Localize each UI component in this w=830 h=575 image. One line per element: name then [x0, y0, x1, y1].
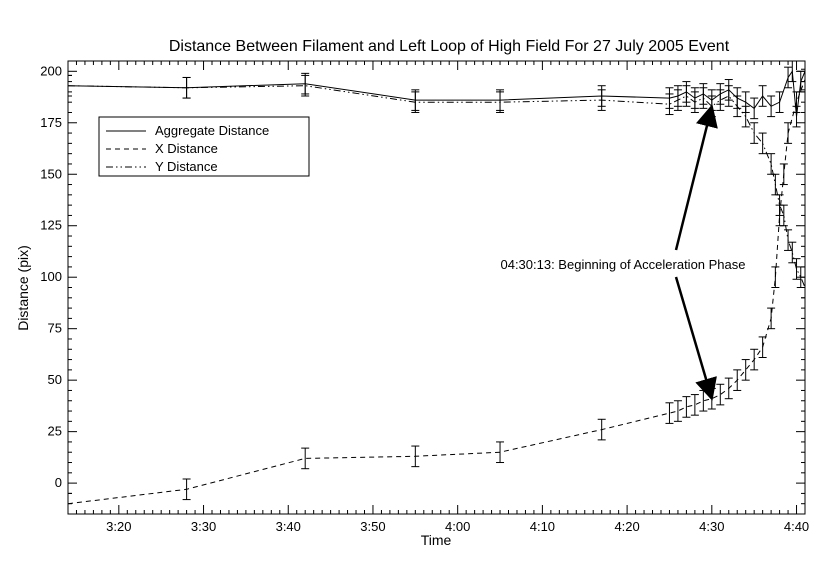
y-tick-label: 150: [40, 166, 62, 181]
y-tick-label: 175: [40, 115, 62, 130]
x-tick-label: 3:40: [276, 519, 301, 534]
x-axis-label: Time: [421, 532, 452, 548]
data-point: [597, 89, 606, 111]
data-point: [758, 132, 767, 155]
x-tick-label: 4:40: [784, 519, 809, 534]
data-point: [771, 173, 780, 196]
annotation-arrow: [674, 276, 717, 401]
data-point: [665, 93, 674, 116]
data-point: [788, 60, 797, 83]
data-point: [182, 478, 191, 501]
legend-label: X Distance: [155, 141, 218, 156]
x-tick-label: 3:50: [360, 519, 385, 534]
series-3: [67, 74, 806, 299]
data-point: [673, 89, 682, 111]
data-point: [767, 307, 776, 330]
legend-label: Aggregate Distance: [155, 123, 269, 138]
x-tick-label: 4:20: [614, 519, 639, 534]
data-point: [741, 359, 750, 381]
data-point: [682, 396, 691, 418]
x-tick-label: 4:10: [530, 519, 555, 534]
data-point: [784, 229, 793, 251]
data-point: [775, 194, 784, 216]
data-point: [779, 204, 788, 227]
data-point: [750, 348, 759, 371]
data-point: [690, 394, 699, 416]
data-point: [775, 91, 784, 113]
data-point: [801, 68, 806, 91]
data-point: [496, 91, 505, 113]
chart-title: Distance Between Filament and Left Loop …: [169, 38, 730, 55]
data-point: [301, 447, 310, 470]
data-point: [67, 492, 72, 515]
annotation: 04:30:13: Beginning of Acceleration Phas…: [500, 104, 746, 401]
data-point: [699, 389, 708, 412]
y-tick-label: 25: [48, 424, 62, 439]
data-point: [750, 122, 759, 144]
data-point: [758, 336, 767, 359]
data-point: [784, 66, 793, 89]
legend-label: Y Distance: [155, 159, 218, 174]
data-point: [690, 91, 699, 113]
legend: Aggregate Distance X Distance Y Distance: [98, 116, 310, 177]
data-point: [597, 418, 606, 441]
x-tick-label: 4:30: [699, 519, 724, 534]
data-point: [792, 91, 801, 113]
y-tick-label: 125: [40, 218, 62, 233]
data-point: [767, 95, 776, 118]
data-point: [784, 122, 793, 144]
data-point: [792, 258, 801, 280]
annotation-arrow: [674, 104, 718, 251]
x-tick-label: 3:30: [191, 519, 216, 534]
data-point: [788, 241, 797, 264]
data-point: [724, 85, 733, 107]
data-point: [758, 85, 767, 107]
data-point: [67, 74, 72, 97]
y-tick-label: 0: [55, 475, 62, 490]
y-tick-label: 75: [48, 321, 62, 336]
series-line: [67, 85, 806, 288]
y-axis-label: Distance (pix): [15, 245, 31, 331]
series-layer: [67, 60, 806, 515]
data-point: [750, 97, 759, 120]
data-point: [801, 276, 806, 299]
annotation-label: 04:30:13: Beginning of Acceleration Phas…: [500, 257, 745, 272]
data-point: [301, 74, 310, 97]
legend-box: [98, 116, 310, 177]
data-point: [411, 445, 420, 468]
data-point: [779, 163, 788, 186]
y-tick-label: 200: [40, 63, 62, 78]
x-tick-label: 3:20: [106, 519, 131, 534]
data-point: [665, 402, 674, 424]
data-point: [724, 377, 733, 400]
data-point: [682, 85, 691, 107]
data-point: [673, 400, 682, 422]
y-tick-label: 100: [40, 269, 62, 284]
data-point: [411, 91, 420, 113]
data-point: [733, 369, 742, 391]
y-tick-label: 50: [48, 372, 62, 387]
data-point: [741, 105, 750, 128]
x-tick-label: 4:00: [445, 519, 470, 534]
data-point: [733, 95, 742, 118]
data-point: [699, 87, 708, 109]
data-point: [496, 441, 505, 464]
data-point: [182, 76, 191, 99]
x-axis: 3:20 3:30 3:40 3:50 4:00 4:10 4:20 4:30 4:40: [67, 61, 809, 534]
data-point: [716, 383, 725, 406]
data-point: [771, 266, 780, 288]
data-point: [796, 266, 805, 288]
